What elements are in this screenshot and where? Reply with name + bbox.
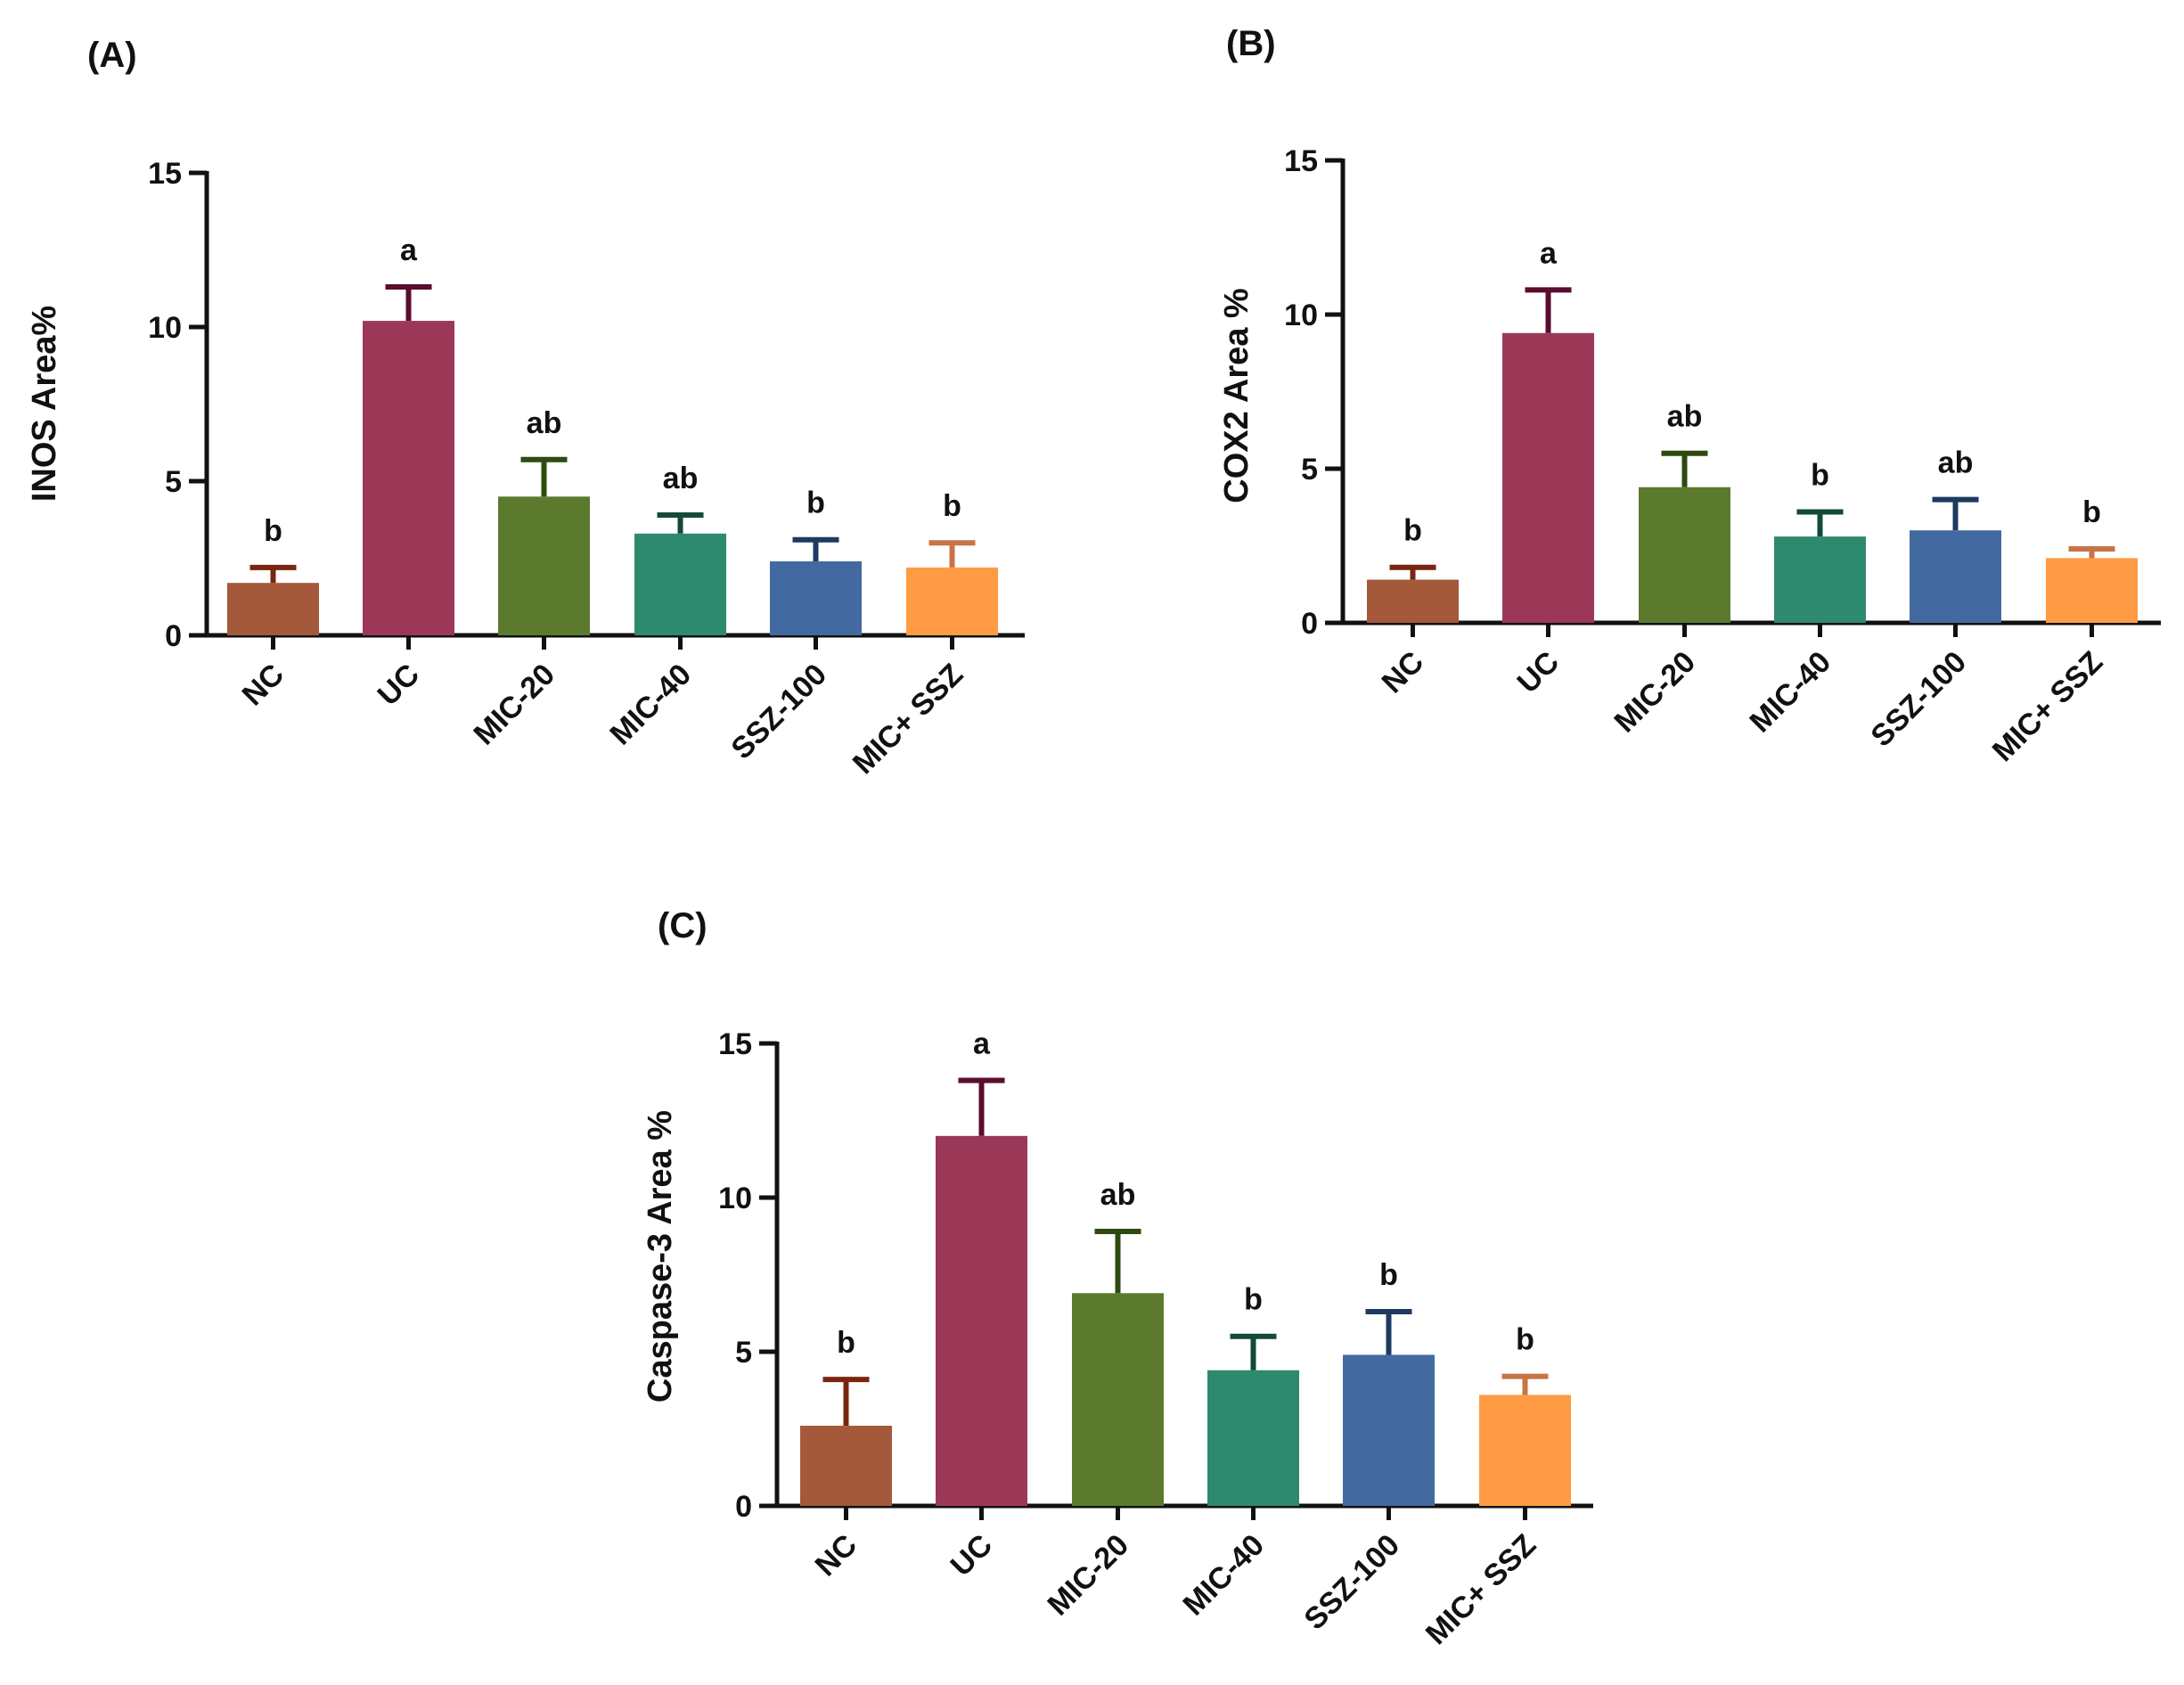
significance-label: ab (527, 406, 562, 440)
bar (498, 496, 590, 635)
bar (1639, 487, 1730, 623)
category-label: NC (236, 658, 291, 713)
y-axis-title: COX2 Area % (1218, 288, 1256, 503)
panel-a: (A) INOS Area% 0 5 10 15 b NC a UC ab MIC-20 ab MIC-4… (26, 36, 1025, 781)
bar (227, 583, 319, 635)
y-axis-title: Caspase-3 Area % (642, 1110, 679, 1403)
category-label: NC (809, 1528, 864, 1583)
bar (906, 567, 998, 635)
category-label: MIC+ SSZ (1986, 645, 2109, 768)
category-label: SSZ-100 (1297, 1528, 1406, 1637)
category-label: UC (945, 1528, 1000, 1583)
bar (770, 560, 862, 635)
significance-label: b (943, 489, 961, 523)
y-tick-label: 0 (735, 1490, 752, 1524)
significance-label: b (264, 514, 282, 548)
significance-label: b (1379, 1258, 1398, 1292)
bar (1207, 1370, 1299, 1506)
panel-label: (C) (658, 906, 708, 945)
significance-label: a (973, 1027, 991, 1061)
category-label: UC (372, 658, 427, 713)
significance-label: b (806, 487, 825, 520)
category-label: MIC+ SSZ (1419, 1528, 1542, 1651)
bar (1774, 536, 1866, 623)
significance-label: a (400, 233, 418, 267)
y-tick-label: 10 (1284, 299, 1318, 332)
category-label: MIC-20 (1607, 645, 1702, 740)
significance-label: b (1516, 1323, 1534, 1357)
panel-label: (B) (1226, 24, 1276, 63)
bar (634, 533, 726, 635)
category-label: MIC+ SSZ (847, 658, 969, 781)
y-tick-label: 15 (718, 1027, 752, 1061)
y-tick-label: 15 (148, 157, 182, 191)
y-tick-label: 0 (1301, 607, 1318, 641)
category-label: NC (1376, 645, 1431, 700)
significance-label: b (2082, 495, 2101, 529)
significance-label: ab (663, 462, 699, 495)
bar (936, 1135, 1027, 1506)
significance-label: b (1244, 1283, 1263, 1317)
category-label: SSZ-100 (724, 658, 833, 766)
bar (363, 321, 454, 635)
significance-label: b (1403, 514, 1422, 548)
significance-label: ab (1667, 400, 1703, 434)
bar (800, 1426, 892, 1506)
y-tick-label: 5 (1301, 453, 1318, 487)
category-label: MIC-40 (1743, 645, 1837, 740)
category-label: MIC-40 (1176, 1528, 1271, 1623)
y-tick-label: 10 (718, 1182, 752, 1215)
category-label: UC (1511, 645, 1566, 700)
panel-c: (C) Caspase-3 Area % 0 5 10 15 b NC a UC ab MIC-20 b… (642, 906, 1593, 1651)
category-label: MIC-20 (1041, 1528, 1135, 1623)
bar (1910, 530, 2001, 623)
significance-label: ab (1938, 446, 1974, 480)
category-label: MIC-20 (467, 658, 561, 752)
bar (1072, 1293, 1164, 1506)
y-tick-label: 15 (1284, 144, 1318, 178)
y-tick-label: 5 (165, 465, 182, 499)
bar (1479, 1395, 1571, 1506)
category-label: MIC-40 (603, 658, 698, 752)
bar (1343, 1354, 1435, 1506)
y-tick-label: 0 (165, 619, 182, 653)
category-label: SSZ-100 (1864, 645, 1973, 754)
bar (1502, 332, 1594, 623)
y-tick-label: 10 (148, 311, 182, 345)
significance-label: b (1811, 458, 1829, 492)
significance-label: a (1540, 236, 1558, 270)
significance-label: b (837, 1326, 855, 1360)
panel-b: (B) COX2 Area % 0 5 10 15 b NC a UC ab MIC-20 b MIC-4… (1218, 24, 2161, 768)
panel-label: (A) (87, 36, 137, 75)
y-axis-title: INOS Area% (26, 306, 63, 502)
y-tick-label: 5 (735, 1336, 752, 1370)
significance-label: ab (1100, 1178, 1136, 1212)
bar (2046, 558, 2138, 623)
bar (1367, 579, 1459, 623)
